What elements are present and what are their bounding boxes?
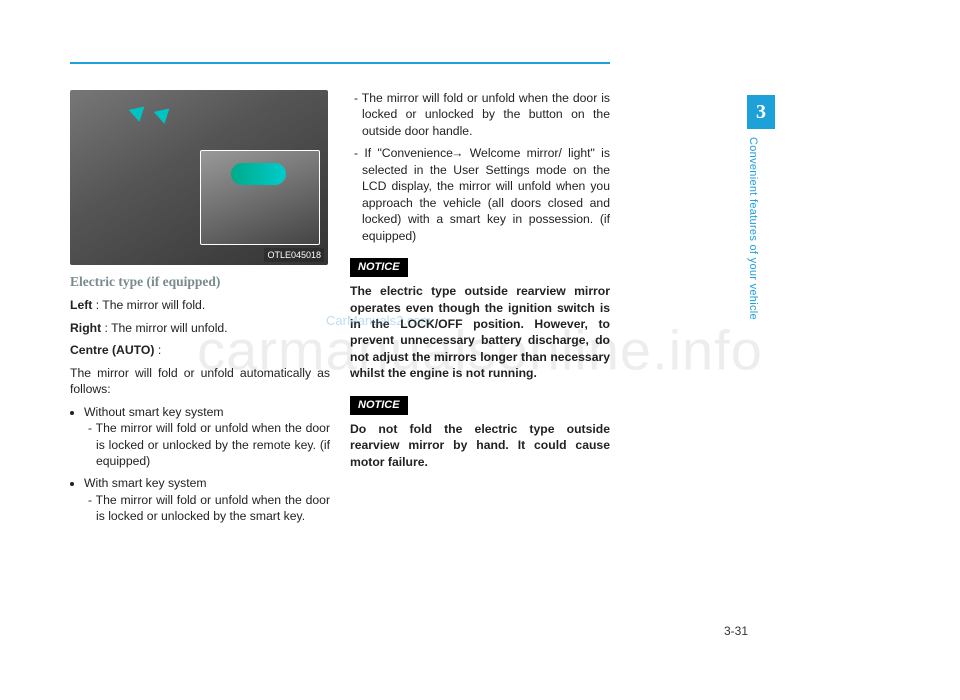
cont-sub1: - The mirror will fold or unfold when th… xyxy=(350,90,610,139)
centre-label: Centre (AUTO) xyxy=(70,343,154,357)
section-title: Electric type (if equipped) xyxy=(70,273,330,291)
arrow-indicator-icon xyxy=(129,106,148,123)
list-item: With smart key system - The mirror will … xyxy=(84,475,330,524)
arrow-indicator-icon xyxy=(154,108,173,125)
right-rest: : The mirror will unfold. xyxy=(105,321,228,335)
column-left: OTLE045018 Electric type (if equipped) L… xyxy=(70,90,330,531)
right-mirror-line: Right : The mirror will unfold. xyxy=(70,320,330,336)
left-rest: : The mirror will fold. xyxy=(96,298,206,312)
notice-label-1: NOTICE xyxy=(350,258,408,277)
bullet-list: Without smart key system - The mirror wi… xyxy=(70,404,330,525)
right-label: Right xyxy=(70,321,101,335)
notice-text-2: Do not fold the electric type outside re… xyxy=(350,421,610,470)
figure-id-label: OTLE045018 xyxy=(264,248,324,262)
page-number: 3-31 xyxy=(724,624,748,638)
left-mirror-line: Left : The mirror will fold. xyxy=(70,297,330,313)
top-divider xyxy=(70,62,610,64)
figure-photo: OTLE045018 xyxy=(70,90,328,265)
watermark-small: CarManuals2.com xyxy=(326,313,432,328)
notice-text-1: The electric type outside rearview mirro… xyxy=(350,283,610,382)
centre-description: The mirror will fold or unfold automatic… xyxy=(70,365,330,398)
cont-sub2-pre: - If "Convenience xyxy=(354,146,459,160)
centre-rest: : xyxy=(158,343,161,357)
chapter-side-tab: 3 Convenient features of your vehicle xyxy=(747,95,775,369)
left-label: Left xyxy=(70,298,92,312)
content-columns: OTLE045018 Electric type (if equipped) L… xyxy=(70,90,610,531)
chapter-title: Convenient features of your vehicle xyxy=(747,129,759,369)
chapter-number: 3 xyxy=(747,95,775,129)
list-item: Without smart key system - The mirror wi… xyxy=(84,404,330,470)
centre-mirror-line: Centre (AUTO) : xyxy=(70,342,330,358)
manual-page: OTLE045018 Electric type (if equipped) L… xyxy=(70,40,890,660)
bullet2-sub1: - The mirror will fold or unfold when th… xyxy=(84,492,330,525)
bullet1-sub: - The mirror will fold or unfold when th… xyxy=(84,420,330,469)
cont-sub2: - If "Convenience → Welcome mirror/ ligh… xyxy=(350,145,610,244)
figure-inset xyxy=(200,150,320,245)
column-right: - The mirror will fold or unfold when th… xyxy=(350,90,610,531)
cont-sub2-post: Welcome mirror/ light" is selected in th… xyxy=(362,146,610,242)
notice-label-2: NOTICE xyxy=(350,396,408,415)
bullet1-text: Without smart key system xyxy=(84,405,224,419)
bullet2-text: With smart key system xyxy=(84,476,207,490)
